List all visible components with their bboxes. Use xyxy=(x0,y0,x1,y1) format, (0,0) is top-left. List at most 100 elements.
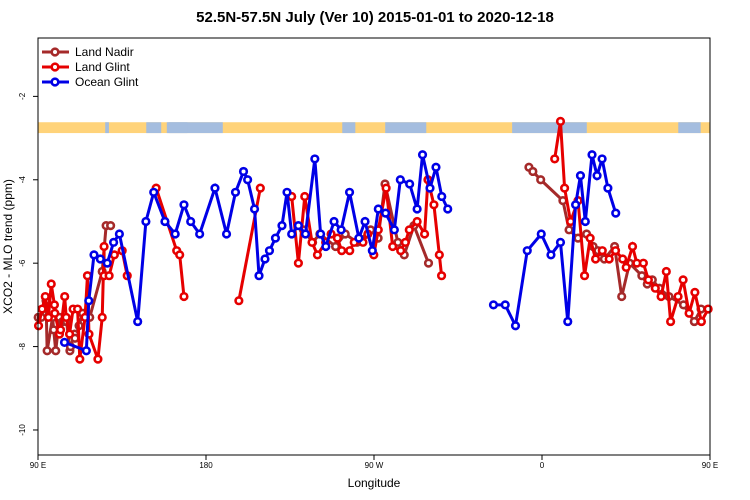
data-point xyxy=(400,237,410,247)
x-tick-label: 0 xyxy=(540,461,545,470)
data-point xyxy=(431,162,441,172)
land-ocean-strip xyxy=(38,122,710,134)
data-point xyxy=(661,266,671,277)
data-point xyxy=(419,229,430,239)
data-point xyxy=(332,233,343,243)
data-point xyxy=(95,254,105,264)
data-point xyxy=(287,229,297,239)
data-point xyxy=(255,183,265,193)
data-point xyxy=(528,166,538,177)
data-point xyxy=(656,291,666,302)
data-point xyxy=(360,216,370,227)
data-point xyxy=(345,246,355,256)
data-point xyxy=(590,254,601,264)
data-point xyxy=(316,229,326,239)
data-point xyxy=(114,229,124,239)
data-point xyxy=(50,308,60,318)
data-point xyxy=(559,183,570,193)
data-point xyxy=(97,312,107,322)
data-point xyxy=(684,308,694,318)
data-point xyxy=(434,250,444,260)
x-tick-label: 180 xyxy=(199,461,213,470)
data-point xyxy=(690,287,700,297)
data-point xyxy=(597,154,607,164)
data-point xyxy=(321,241,331,252)
legend-marker xyxy=(50,62,60,72)
data-point xyxy=(587,150,597,160)
data-point xyxy=(61,312,71,322)
data-point xyxy=(43,312,54,322)
data-point xyxy=(643,275,654,285)
data-point xyxy=(51,346,61,356)
data-point xyxy=(592,171,602,181)
data-point xyxy=(637,271,647,281)
data-point xyxy=(60,291,70,302)
data-point xyxy=(72,304,83,314)
data-point xyxy=(536,229,546,239)
data-point xyxy=(627,241,638,252)
data-point xyxy=(179,200,189,210)
data-point xyxy=(106,221,116,231)
data-point xyxy=(102,258,112,268)
data-point xyxy=(380,208,391,218)
data-point xyxy=(49,300,60,310)
data-point xyxy=(133,316,143,327)
data-point xyxy=(40,291,50,302)
data-point xyxy=(585,233,595,243)
data-point xyxy=(234,296,244,306)
data-point xyxy=(404,225,414,235)
series-0 xyxy=(33,162,706,356)
data-point xyxy=(249,204,260,214)
data-point xyxy=(300,229,311,239)
data-point xyxy=(293,258,304,268)
legend-marker xyxy=(50,47,60,57)
data-point xyxy=(84,296,94,306)
data-point xyxy=(510,321,521,331)
y-tick-label: -8 xyxy=(18,342,27,350)
legend-label: Ocean Glint xyxy=(75,75,139,89)
data-point xyxy=(536,175,546,185)
data-point xyxy=(678,275,688,285)
series-line xyxy=(63,154,450,353)
data-point xyxy=(570,200,581,210)
ocean-band xyxy=(166,122,223,134)
chart-title: 52.5N-57.5N July (Ver 10) 2015-01-01 to … xyxy=(196,9,554,26)
data-point xyxy=(412,204,422,214)
data-point xyxy=(396,246,406,256)
data-point xyxy=(89,250,99,260)
data-point xyxy=(580,216,590,227)
x-axis-label: Longitude xyxy=(348,476,401,490)
data-point xyxy=(336,225,346,235)
axes-layer: 90 E 180 90 W 0 90 E -2 -4 -6 -8 -10 Longitude XCO2… xyxy=(1,37,718,490)
data-point xyxy=(293,221,304,231)
ocean-band xyxy=(168,122,188,134)
data-point xyxy=(170,229,180,239)
data-point xyxy=(312,250,323,260)
data-point xyxy=(186,216,196,227)
data-point xyxy=(37,304,47,314)
data-point xyxy=(673,291,683,302)
data-point xyxy=(437,191,447,202)
data-point xyxy=(550,154,560,164)
data-point xyxy=(221,229,232,239)
data-point xyxy=(300,191,310,202)
data-point xyxy=(179,291,189,302)
data-point xyxy=(597,246,607,256)
data-point xyxy=(307,237,317,247)
data-point xyxy=(405,179,415,189)
data-point xyxy=(423,258,434,268)
data-point xyxy=(310,154,320,164)
data-point xyxy=(42,346,52,356)
data-point xyxy=(689,316,699,327)
data-point xyxy=(81,346,91,356)
data-point xyxy=(141,216,151,227)
data-point xyxy=(82,271,93,281)
data-point xyxy=(195,229,205,239)
data-point xyxy=(104,271,114,281)
data-point xyxy=(603,183,613,193)
legend-label: Land Nadir xyxy=(75,45,134,59)
data-point xyxy=(488,300,499,310)
data-point xyxy=(160,216,170,227)
data-point xyxy=(563,316,573,327)
y-tick-label: -10 xyxy=(18,424,27,436)
